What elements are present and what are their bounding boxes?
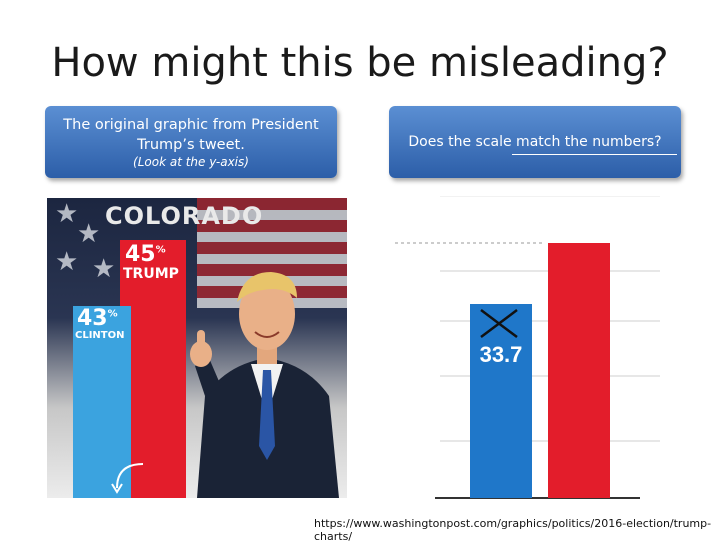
callout-left-line1: The original graphic from President: [63, 117, 319, 133]
slide-title: How might this be misleading?: [51, 40, 669, 86]
cross-out-icon: [480, 309, 518, 338]
clinton-pct-symbol: %: [107, 308, 118, 320]
callout-left-hint: (Look at the y-axis): [133, 155, 249, 169]
original-graphic: ★ ★ ★ ★ ★ COLORADO 45% TRUMP 43% CLINTON: [47, 198, 347, 498]
state-name: COLORADO: [105, 202, 264, 230]
flag-star-icon: ★: [55, 198, 79, 228]
trump-label: TRUMP: [123, 266, 179, 282]
clinton-label: CLINTON: [75, 330, 125, 341]
clinton-pct: 43%: [77, 306, 118, 331]
clinton-bar-corrected: [470, 304, 532, 498]
callout-right-text: Does the scale match the numbers?: [408, 134, 662, 150]
corrected-chart: 33.7: [395, 196, 660, 499]
clinton-pct-value: 43: [77, 306, 108, 331]
callout-scale-question: Does the scale match the numbers?: [389, 106, 681, 178]
callout-right-underline: [512, 154, 677, 155]
source-url[interactable]: https://www.washingtonpost.com/graphics/…: [314, 517, 712, 543]
clinton-bar: [73, 306, 131, 498]
curved-arrow-icon: [111, 463, 144, 494]
callout-left-line1b: Trump’s tweet.: [137, 137, 245, 153]
callout-original-graphic: The original graphic from President Trum…: [45, 106, 337, 178]
flag-star-icon: ★: [77, 218, 101, 248]
trump-pct-symbol: %: [155, 244, 166, 256]
flag-star-icon: ★: [55, 246, 79, 276]
trump-photo: [190, 272, 339, 498]
clinton-corrected-value: 33.7: [480, 342, 523, 367]
callout-left-text: The original graphic from President Trum…: [45, 115, 337, 155]
flag-star-icon: ★: [92, 253, 116, 283]
trump-pct: 45%: [125, 242, 166, 267]
trump-bar: [120, 240, 186, 498]
trump-pct-value: 45: [125, 242, 156, 267]
trump-bar-corrected: [548, 243, 610, 498]
